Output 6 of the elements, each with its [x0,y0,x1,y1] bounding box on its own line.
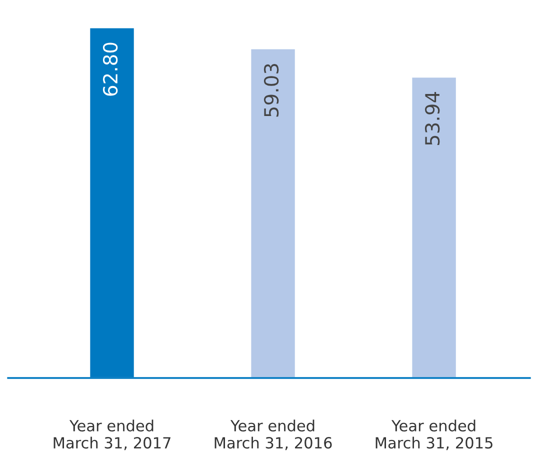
x-tick-label: Year ended March 31, 2017 [54,420,170,450]
data-label: 59.03 [264,64,279,117]
x-tick-label: Year ended March 31, 2016 [214,420,332,450]
data-label: 53.94 [424,92,440,146]
data-label: 62.80 [102,42,118,96]
x-tick-label: Year ended March 31, 2015 [376,420,492,450]
